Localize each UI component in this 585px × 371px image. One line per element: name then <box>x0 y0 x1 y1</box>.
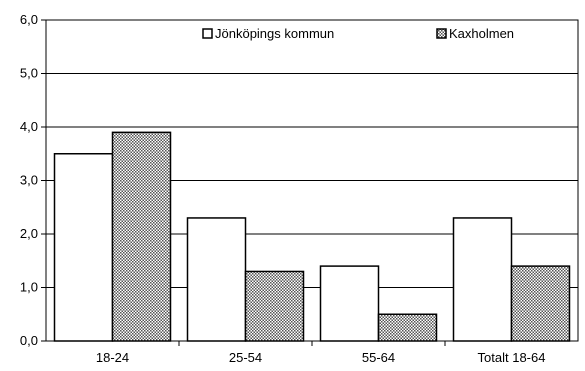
bars <box>53 131 571 342</box>
legend: Jönköpings kommun Kaxholmen <box>202 26 514 41</box>
x-tick-label: Totalt 18-64 <box>478 350 546 365</box>
legend-label: Kaxholmen <box>449 26 514 41</box>
x-tick-label: 18-24 <box>96 350 129 365</box>
y-tick-label: 0,0 <box>20 333 38 348</box>
x-tick-label: 55-64 <box>362 350 395 365</box>
legend-swatch <box>436 28 447 39</box>
legend-swatch <box>202 28 213 39</box>
bar-kaxholmen <box>111 131 172 342</box>
legend-label: Jönköpings kommun <box>215 26 334 41</box>
y-tick-label: 5,0 <box>20 66 38 81</box>
bar-jonkopings-kommun <box>452 217 513 342</box>
y-tick-label: 2,0 <box>20 226 38 241</box>
bar-jonkopings-kommun <box>53 153 114 342</box>
bar-kaxholmen <box>510 265 571 342</box>
y-tick-label: 4,0 <box>20 119 38 134</box>
bar-jonkopings-kommun <box>186 217 247 342</box>
x-axis-tick-labels: 18-24 25-54 55-64 Totalt 18-64 <box>96 350 546 365</box>
bar-kaxholmen <box>244 270 305 342</box>
y-tick-label: 6,0 <box>20 12 38 27</box>
y-tick-label: 3,0 <box>20 173 38 188</box>
x-tick-label: 25-54 <box>229 350 262 365</box>
bar-jonkopings-kommun <box>319 265 380 342</box>
y-axis-tick-labels: 0,0 1,0 2,0 3,0 4,0 5,0 6,0 <box>20 12 38 348</box>
y-tick-label: 1,0 <box>20 280 38 295</box>
axes <box>41 19 579 346</box>
bar-kaxholmen <box>377 313 438 342</box>
